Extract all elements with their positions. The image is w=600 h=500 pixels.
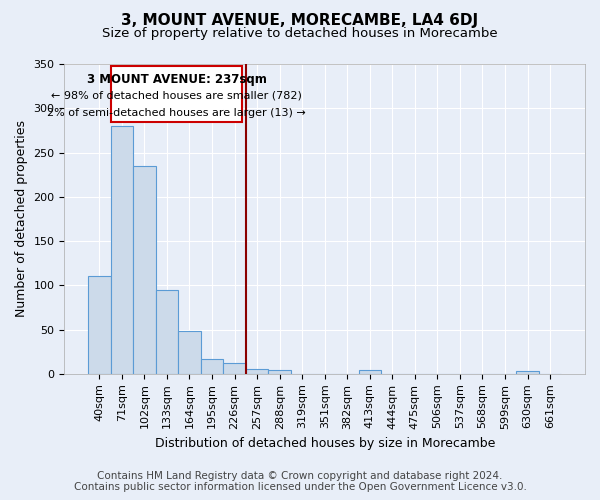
- Text: Contains HM Land Registry data © Crown copyright and database right 2024.
Contai: Contains HM Land Registry data © Crown c…: [74, 471, 526, 492]
- Bar: [111, 66, 242, 122]
- X-axis label: Distribution of detached houses by size in Morecambe: Distribution of detached houses by size …: [155, 437, 495, 450]
- Text: Size of property relative to detached houses in Morecambe: Size of property relative to detached ho…: [102, 28, 498, 40]
- Bar: [88, 276, 110, 374]
- Bar: [110, 126, 133, 374]
- Bar: [223, 363, 246, 374]
- Text: 2% of semi-detached houses are larger (13) →: 2% of semi-detached houses are larger (1…: [47, 108, 306, 118]
- Bar: [178, 332, 201, 374]
- Bar: [268, 370, 291, 374]
- Bar: [359, 370, 381, 374]
- Bar: [133, 166, 155, 374]
- Bar: [201, 359, 223, 374]
- Text: ← 98% of detached houses are smaller (782): ← 98% of detached houses are smaller (78…: [52, 90, 302, 101]
- Text: 3, MOUNT AVENUE, MORECAMBE, LA4 6DJ: 3, MOUNT AVENUE, MORECAMBE, LA4 6DJ: [121, 12, 479, 28]
- Bar: [246, 370, 268, 374]
- Bar: [155, 290, 178, 374]
- Bar: [516, 371, 539, 374]
- Text: 3 MOUNT AVENUE: 237sqm: 3 MOUNT AVENUE: 237sqm: [87, 73, 266, 86]
- Y-axis label: Number of detached properties: Number of detached properties: [15, 120, 28, 318]
